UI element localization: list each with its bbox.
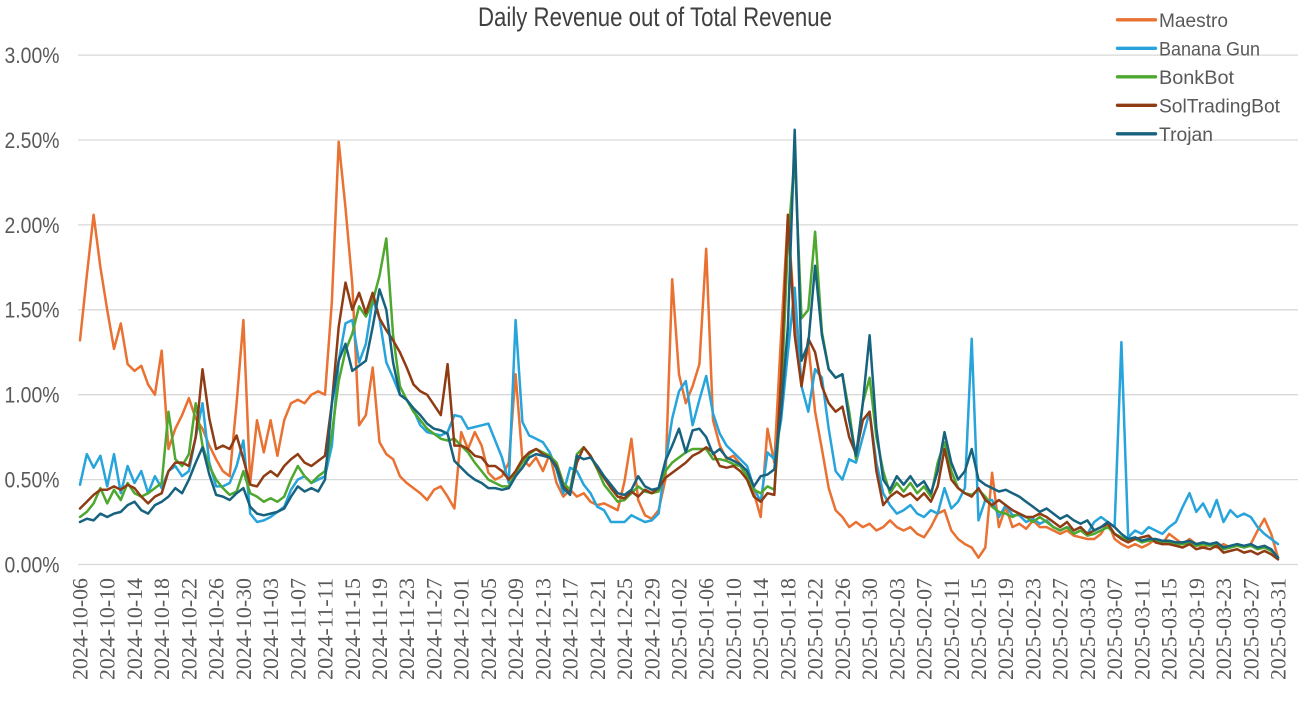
svg-text:2025-03-15: 2025-03-15 xyxy=(1157,578,1182,680)
svg-text:2025-03-27: 2025-03-27 xyxy=(1238,578,1263,680)
svg-text:2025-01-18: 2025-01-18 xyxy=(775,578,800,680)
svg-text:2025-03-11: 2025-03-11 xyxy=(1129,578,1154,680)
svg-text:2025-03-23: 2025-03-23 xyxy=(1211,578,1236,680)
svg-text:2025-03-07: 2025-03-07 xyxy=(1102,578,1127,680)
svg-text:2024-11-19: 2024-11-19 xyxy=(367,578,392,680)
svg-text:2025-02-07: 2025-02-07 xyxy=(912,578,937,680)
svg-text:2024-12-09: 2024-12-09 xyxy=(503,578,528,680)
svg-text:2025-02-15: 2025-02-15 xyxy=(966,578,991,680)
svg-text:2025-01-02: 2025-01-02 xyxy=(667,578,692,680)
svg-text:2025-01-30: 2025-01-30 xyxy=(857,578,882,680)
svg-text:2025-03-19: 2025-03-19 xyxy=(1184,578,1209,680)
svg-text:2025-02-03: 2025-02-03 xyxy=(884,578,909,680)
svg-text:2.00%: 2.00% xyxy=(5,213,60,238)
svg-text:1.50%: 1.50% xyxy=(5,298,60,323)
svg-text:2025-02-11: 2025-02-11 xyxy=(939,578,964,680)
svg-text:2025-01-06: 2025-01-06 xyxy=(694,578,719,680)
svg-text:2025-02-27: 2025-02-27 xyxy=(1048,578,1073,680)
svg-text:2024-12-13: 2024-12-13 xyxy=(530,578,555,680)
svg-text:Maestro: Maestro xyxy=(1159,10,1228,32)
svg-text:2025-01-14: 2025-01-14 xyxy=(748,578,773,680)
svg-text:0.50%: 0.50% xyxy=(5,468,60,493)
svg-text:2024-11-27: 2024-11-27 xyxy=(422,578,447,680)
svg-text:2024-10-10: 2024-10-10 xyxy=(95,578,120,680)
svg-text:2025-01-10: 2025-01-10 xyxy=(721,578,746,680)
svg-text:2025-02-19: 2025-02-19 xyxy=(993,578,1018,680)
svg-text:2025-03-31: 2025-03-31 xyxy=(1266,578,1291,680)
svg-text:2024-10-14: 2024-10-14 xyxy=(122,578,147,680)
svg-text:3.00%: 3.00% xyxy=(5,43,60,68)
svg-text:2.50%: 2.50% xyxy=(5,128,60,153)
svg-text:2024-11-03: 2024-11-03 xyxy=(258,578,283,680)
svg-text:2024-11-07: 2024-11-07 xyxy=(285,578,310,680)
svg-text:2025-01-26: 2025-01-26 xyxy=(830,578,855,680)
svg-text:2024-10-22: 2024-10-22 xyxy=(176,578,201,680)
svg-text:2024-10-06: 2024-10-06 xyxy=(68,578,93,680)
svg-text:2024-10-30: 2024-10-30 xyxy=(231,578,256,680)
svg-text:2024-10-18: 2024-10-18 xyxy=(149,578,174,680)
svg-text:2024-12-01: 2024-12-01 xyxy=(449,578,474,680)
svg-text:2025-03-03: 2025-03-03 xyxy=(1075,578,1100,680)
svg-text:2024-12-21: 2024-12-21 xyxy=(585,578,610,680)
svg-text:BonkBot: BonkBot xyxy=(1159,67,1235,89)
svg-text:2025-02-23: 2025-02-23 xyxy=(1021,578,1046,680)
svg-text:2024-10-26: 2024-10-26 xyxy=(204,578,229,680)
svg-text:2024-12-29: 2024-12-29 xyxy=(639,578,664,680)
svg-text:2024-11-11: 2024-11-11 xyxy=(313,578,338,680)
svg-text:2024-12-25: 2024-12-25 xyxy=(612,578,637,680)
svg-text:2024-12-05: 2024-12-05 xyxy=(476,578,501,680)
svg-text:2025-01-22: 2025-01-22 xyxy=(803,578,828,680)
svg-text:2024-12-17: 2024-12-17 xyxy=(558,578,583,680)
svg-text:SolTradingBot: SolTradingBot xyxy=(1159,95,1281,117)
svg-text:1.00%: 1.00% xyxy=(5,383,60,408)
svg-text:Daily Revenue out of Total Rev: Daily Revenue out of Total Revenue xyxy=(478,2,832,32)
svg-text:Trojan: Trojan xyxy=(1159,124,1213,146)
svg-text:2024-11-23: 2024-11-23 xyxy=(394,578,419,680)
svg-text:2024-11-15: 2024-11-15 xyxy=(340,578,365,680)
svg-text:0.00%: 0.00% xyxy=(5,552,60,577)
svg-text:Banana Gun: Banana Gun xyxy=(1159,38,1260,60)
